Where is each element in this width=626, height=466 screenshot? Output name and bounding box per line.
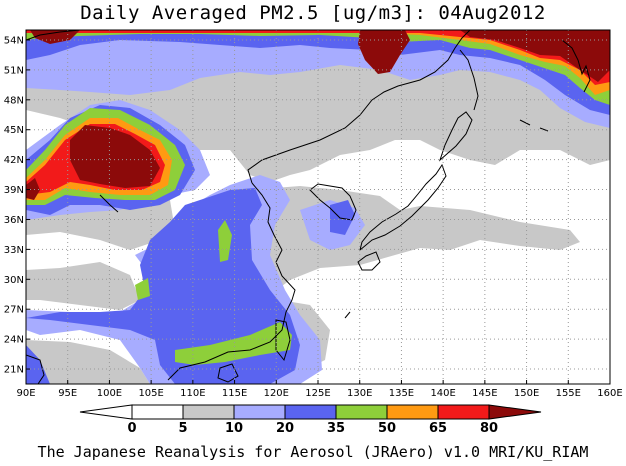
lat-label: 54N (4, 35, 24, 46)
lon-label: 155E (556, 388, 581, 399)
colorbar-segment (437, 404, 490, 420)
color-legend: 0 5 10 20 35 50 65 80 (79, 404, 542, 436)
lon-label: 105E (138, 388, 163, 399)
pm-band-over-80 (26, 30, 610, 200)
colorbar-label: 0 (127, 421, 136, 436)
latitude-labels: 54N 51N 48N 45N 42N 39N 36N 33N 30N 27N 24N 21N (4, 35, 24, 375)
lat-label: 48N (4, 95, 24, 106)
lon-label: 125E (305, 388, 330, 399)
footer-credit: The Japanese Reanalysis for Aerosol (JRA… (37, 443, 589, 461)
colorbar-arrow-high (488, 404, 542, 420)
lat-label: 45N (4, 125, 24, 136)
colorbar-segment (182, 404, 235, 420)
lon-label: 130E (347, 388, 372, 399)
lon-label: 115E (222, 388, 247, 399)
colorbar-label: 10 (225, 421, 243, 436)
lat-label: 42N (4, 155, 24, 166)
lon-label: 120E (264, 388, 289, 399)
colorbar-label: 50 (378, 421, 396, 436)
longitude-labels: 90E 95E 100E 105E 110E 115E 120E 125E 130E 135E 14… (16, 388, 622, 399)
colorbar-label: 20 (276, 421, 294, 436)
lat-label: 36N (4, 215, 24, 226)
lat-label: 27N (4, 305, 24, 316)
lon-label: 160E (597, 388, 622, 399)
lon-label: 140E (430, 388, 455, 399)
lon-label: 150E (514, 388, 539, 399)
lon-label: 135E (389, 388, 414, 399)
axis-ticks (25, 39, 611, 384)
lat-lon-grid (26, 30, 610, 384)
lon-label: 100E (97, 388, 122, 399)
colorbar-label: 80 (480, 421, 498, 436)
lat-label: 51N (4, 65, 24, 76)
colorbar-arrow-low (79, 404, 133, 420)
colorbar-segment (131, 404, 184, 420)
colorbar-segment (386, 404, 439, 420)
coastlines (26, 30, 591, 384)
lat-label: 24N (4, 335, 24, 346)
lat-label: 33N (4, 245, 24, 256)
colorbar-segment (335, 404, 388, 420)
lat-label: 30N (4, 275, 24, 286)
lat-label: 21N (4, 365, 24, 376)
colorbar-segment (233, 404, 286, 420)
lat-label: 39N (4, 185, 24, 196)
colorbar-segment (284, 404, 337, 420)
lon-label: 110E (180, 388, 205, 399)
colorbar-label: 5 (178, 421, 187, 436)
lon-label: 90E (16, 388, 35, 399)
lon-label: 145E (472, 388, 497, 399)
lon-label: 95E (58, 388, 77, 399)
colorbar-label: 35 (327, 421, 345, 436)
map-title: Daily Averaged PM2.5 [ug/m3]: 04Aug2012 (80, 2, 546, 24)
colorbar-label: 65 (429, 421, 447, 436)
